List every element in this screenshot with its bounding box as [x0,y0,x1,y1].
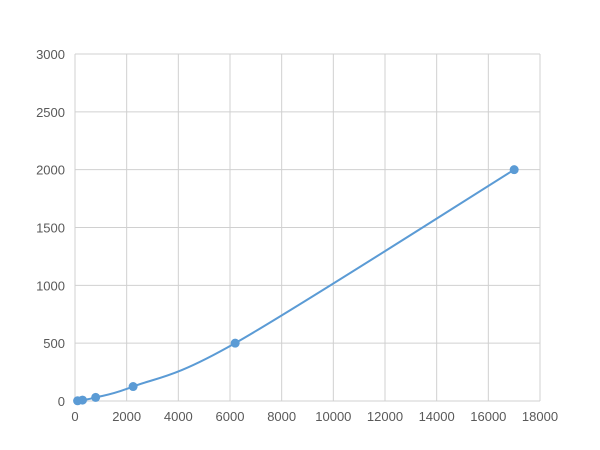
x-tick-label: 8000 [267,409,296,424]
y-tick-label: 1500 [36,221,65,236]
y-tick-label: 3000 [36,47,65,62]
y-tick-label: 0 [58,394,65,409]
x-tick-label: 14000 [419,409,455,424]
data-point [91,392,101,402]
x-tick-label: 2000 [112,409,141,424]
x-tick-label: 10000 [315,409,351,424]
data-point [230,338,240,348]
data-point [128,382,138,392]
x-tick-label: 18000 [522,409,558,424]
x-tick-label: 6000 [216,409,245,424]
data-point [509,165,519,175]
data-point [77,395,87,405]
y-tick-label: 1000 [36,278,65,293]
y-tick-label: 2500 [36,105,65,120]
x-tick-label: 0 [71,409,78,424]
x-tick-label: 4000 [164,409,193,424]
x-tick-label: 12000 [367,409,403,424]
y-tick-label: 500 [43,336,65,351]
x-tick-label: 16000 [470,409,506,424]
y-tick-label: 2000 [36,163,65,178]
